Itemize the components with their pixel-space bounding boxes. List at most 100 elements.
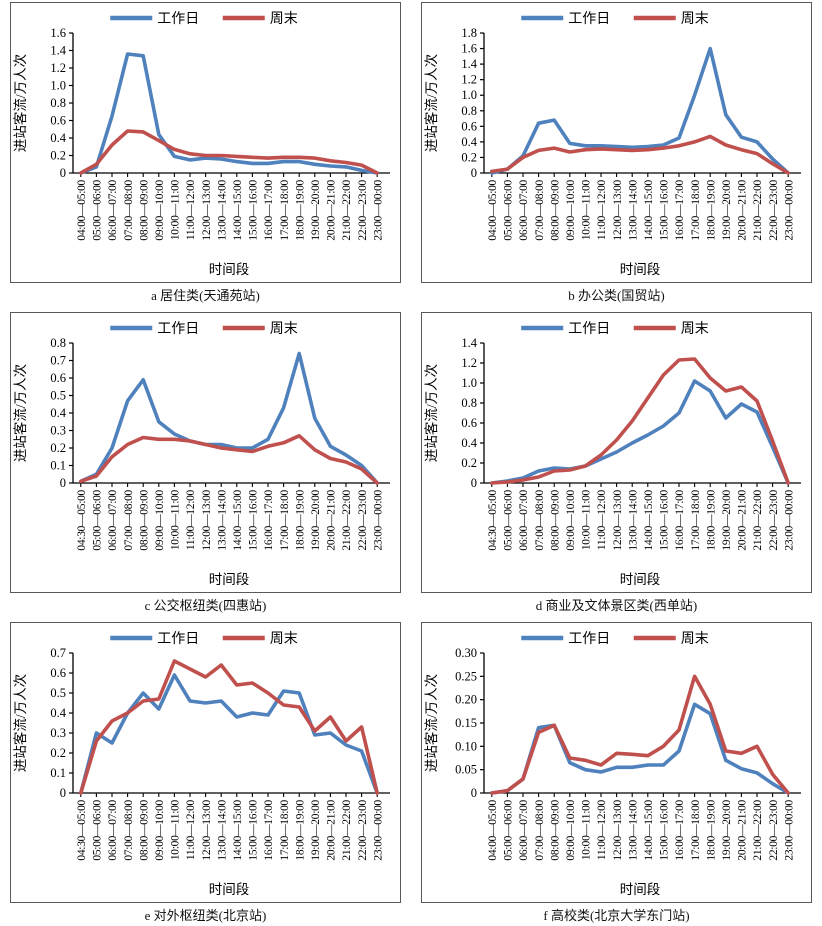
x-tick-label: 19:00—20:00 (310, 179, 322, 240)
y-tick-label: 0.05 (455, 763, 477, 777)
y-tick-label: 0.6 (461, 416, 477, 430)
x-tick-label: 04:30—05:00 (487, 489, 499, 550)
x-tick-label: 10:00—11:00 (170, 179, 182, 240)
x-tick-label: 08:00—09:00 (138, 179, 150, 240)
weekday-line (490, 379, 791, 485)
chart-d-box: 工作日 周末 进站客流/万人次 0 0.2 0.4 0.6 0.8 1.0 1.2 1.4 04:30… (421, 312, 812, 593)
y-tick-label: 0.4 (461, 436, 477, 450)
x-tick-label: 13:00—14:00 (216, 179, 228, 240)
x-tick-label: 04:00—05:00 (487, 179, 499, 240)
y-tick-label: 0.7 (50, 646, 66, 660)
y-axis-title: 进站客流/万人次 (423, 674, 439, 772)
x-tick-label: 13:00—14:00 (216, 799, 228, 860)
y-tick-label: 0.4 (50, 706, 66, 720)
chart-c-box: 工作日 周末 进站客流/万人次 0 0.1 0.2 0.3 0.4 0.5 0.6 0.7 0.8 04… (10, 312, 401, 593)
x-tick-label: 12:00—13:00 (612, 179, 624, 240)
x-tick-label: 07:00—08:00 (123, 799, 135, 860)
y-tick-label: 0.25 (455, 669, 477, 683)
x-tick-label: 21:00—22:00 (341, 489, 353, 550)
x-tick-label: 23:00—00:00 (372, 489, 384, 550)
x-tick-label: 08:00—09:00 (138, 489, 150, 550)
y-axis-title: 进站客流/万人次 (423, 54, 439, 152)
y-tick-label: 1.2 (50, 61, 66, 75)
y-tick-label: 1.6 (50, 26, 66, 40)
x-tick-label: 14:00—15:00 (643, 489, 655, 550)
chart-panel-c: 工作日 周末 进站客流/万人次 0 0.1 0.2 0.3 0.4 0.5 0.6 0.7 0.8 04… (0, 310, 411, 620)
y-tick-label: 0.7 (50, 354, 66, 368)
y-tick-label: 0.6 (461, 119, 477, 133)
x-tick-label: 18:00—19:00 (294, 489, 306, 550)
y-tick-label: 0.6 (50, 114, 66, 128)
x-tick-label: 22:00—23:00 (768, 799, 780, 860)
x-tick-label: 13:00—14:00 (216, 489, 228, 550)
y-tick-label: 1.4 (461, 336, 477, 350)
y-tick-label: 0.15 (455, 716, 477, 730)
x-tick-label: 17:00—18:00 (690, 179, 702, 240)
x-tick-label: 05:00—06:00 (503, 179, 515, 240)
legend-weekend-label: 周末 (270, 630, 298, 646)
x-tick-label: 07:00—08:00 (534, 489, 546, 550)
y-tick-label: 0.4 (50, 131, 66, 145)
weekend-line (79, 129, 380, 175)
y-tick-label: 0 (471, 786, 477, 800)
x-tick-label: 21:00—22:00 (752, 179, 764, 240)
x-tick-label: 05:00—06:00 (503, 799, 515, 860)
x-axis-title: 时间段 (209, 882, 250, 897)
x-tick-label: 21:00—22:00 (752, 489, 764, 550)
y-tick-label: 0.30 (455, 646, 477, 660)
x-tick-label: 13:00—14:00 (627, 799, 639, 860)
y-axis-title: 进站客流/万人次 (423, 364, 439, 462)
chart-panel-b: 工作日 周末 进站客流/万人次 0 0.2 0.4 0.6 0.8 1.0 1.2 1.4 1.6 1.… (411, 0, 822, 310)
x-tick-label: 18:00—19:00 (294, 799, 306, 860)
x-tick-label: 09:00—10:00 (154, 799, 166, 860)
y-tick-label: 1.4 (461, 57, 477, 71)
chart-b-box: 工作日 周末 进站客流/万人次 0 0.2 0.4 0.6 0.8 1.0 1.2 1.4 1.6 1.… (421, 2, 812, 283)
y-tick-label: 0 (471, 476, 477, 490)
x-tick-label: 07:00—08:00 (534, 179, 546, 240)
x-tick-label: 11:00—12:00 (596, 489, 608, 550)
x-tick-label: 22:00—23:00 (357, 179, 369, 240)
weekday-line (79, 52, 380, 175)
legend-weekend-label: 周末 (681, 320, 709, 336)
x-tick-label: 14:00—15:00 (643, 179, 655, 240)
x-tick-label: 16:00—17:00 (263, 799, 275, 860)
x-tick-label: 20:00—21:00 (737, 489, 749, 550)
x-tick-label: 19:00—20:00 (310, 489, 322, 550)
x-tick-label: 14:00—15:00 (232, 489, 244, 550)
chart-caption-b: b 办公类(国贸站) (568, 288, 665, 303)
y-tick-label: 0.20 (455, 693, 477, 707)
x-tick-label: 09:00—10:00 (565, 489, 577, 550)
x-tick-label: 12:00—13:00 (201, 799, 213, 860)
y-tick-label: 0.2 (50, 441, 66, 455)
x-tick-label: 18:00—19:00 (705, 799, 717, 860)
legend-weekend-label: 周末 (681, 630, 709, 646)
x-tick-label: 15:00—16:00 (659, 179, 671, 240)
x-tick-label: 11:00—12:00 (185, 179, 197, 240)
x-tick-label: 15:00—16:00 (248, 799, 260, 860)
x-tick-label: 07:00—08:00 (123, 489, 135, 550)
x-tick-label: 11:00—12:00 (185, 799, 197, 860)
weekday-line (79, 673, 380, 795)
x-tick-label: 13:00—14:00 (627, 489, 639, 550)
x-tick-label: 16:00—17:00 (263, 489, 275, 550)
y-tick-label: 0.1 (50, 459, 66, 473)
x-tick-label: 06:00—07:00 (518, 489, 530, 550)
weekday-line (490, 46, 791, 175)
x-tick-label: 04:30—05:00 (76, 799, 88, 860)
x-tick-label: 12:00—13:00 (201, 489, 213, 550)
x-tick-label: 06:00—07:00 (107, 799, 119, 860)
x-tick-label: 16:00—17:00 (263, 179, 275, 240)
y-tick-label: 0.8 (461, 396, 477, 410)
x-tick-label: 22:00—23:00 (357, 489, 369, 550)
y-tick-label: 1.6 (461, 42, 477, 56)
y-tick-label: 0.10 (455, 739, 477, 753)
x-tick-label: 10:00—11:00 (581, 179, 593, 240)
x-tick-label: 22:00—23:00 (768, 489, 780, 550)
x-tick-label: 12:00—13:00 (612, 799, 624, 860)
x-tick-label: 22:00—23:00 (768, 179, 780, 240)
x-tick-label: 18:00—19:00 (294, 179, 306, 240)
